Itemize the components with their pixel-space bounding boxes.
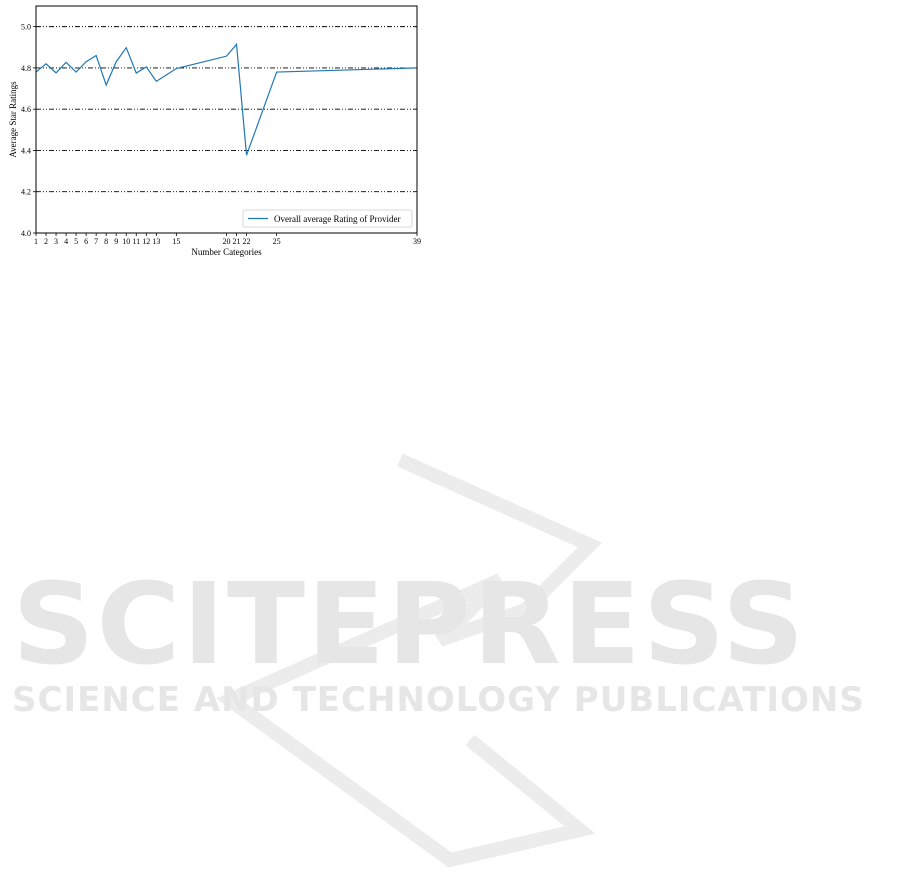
x-tick-label: 21 <box>233 237 241 246</box>
watermark-text: SCITEPRESS <box>12 560 807 690</box>
y-tick-label: 4.4 <box>21 146 31 155</box>
x-tick-label: 6 <box>84 237 88 246</box>
y-tick-label: 4.2 <box>21 188 31 197</box>
x-tick-label: 8 <box>104 237 108 246</box>
y-tick-label: 4.8 <box>21 64 31 73</box>
x-tick-label: 1 <box>34 237 38 246</box>
line-chart: 4.04.24.44.64.85.01 2 3 4 5 6 7 8 9 10 11 12 13 15 20 2… <box>8 5 421 257</box>
x-tick-label: 39 <box>413 237 421 246</box>
series-line <box>35 42 418 156</box>
x-tick-label: 7 <box>94 237 98 246</box>
watermark-subtext: SCIENCE AND TECHNOLOGY PUBLICATIONS <box>12 680 865 720</box>
x-axis-label: Number Categories <box>191 247 262 257</box>
x-tick-label: 2 <box>44 237 48 246</box>
legend-box <box>242 209 413 228</box>
y-tick-label: 4.0 <box>21 229 31 238</box>
x-tick-label: 20 <box>223 237 231 246</box>
plot-frame <box>35 5 418 234</box>
x-tick-label: 10 <box>122 237 130 246</box>
x-tick-label: 9 <box>114 237 118 246</box>
x-tick-label: 22 <box>243 237 251 246</box>
y-tick-label: 4.6 <box>21 105 31 114</box>
x-tick-label: 3 <box>54 237 58 246</box>
x-tick-label: 5 <box>74 237 78 246</box>
x-tick-label: 11 <box>132 237 140 246</box>
x-tick-label: 25 <box>273 237 281 246</box>
x-tick-label: 15 <box>172 237 180 246</box>
x-tick-label: 13 <box>152 237 160 246</box>
legend-label: Overall average Rating of Provider <box>274 214 400 224</box>
y-tick-label: 5.0 <box>21 23 31 32</box>
x-tick-label: 4 <box>64 237 68 246</box>
x-tick-label: 12 <box>142 237 150 246</box>
y-axis-label: Average Star Ratings <box>8 81 18 158</box>
